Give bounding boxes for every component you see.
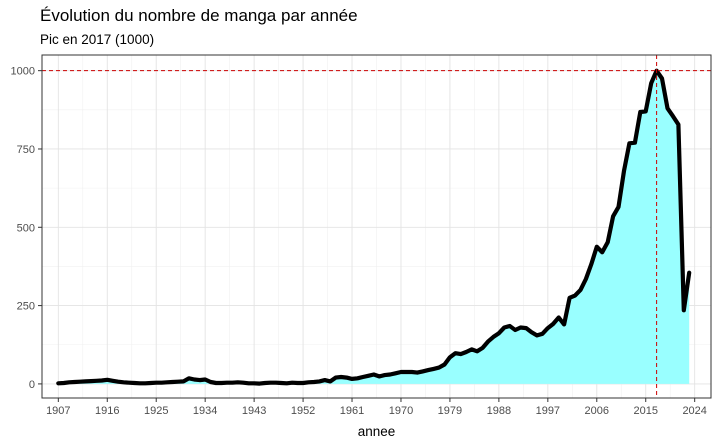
- y-tick-label: 750: [17, 144, 35, 156]
- x-tick-label: 2015: [633, 405, 657, 417]
- x-tick-label: 1997: [536, 405, 560, 417]
- y-axis: 0 250 500 750 1000: [11, 66, 42, 391]
- y-tick-label: 250: [17, 301, 35, 313]
- x-tick-label: 1961: [340, 405, 364, 417]
- x-tick-label: 2024: [682, 405, 706, 417]
- plot-panel-border: [41, 54, 712, 399]
- x-axis: 1907 1916 1925 1934 1943 1952 1961 1970 1979 1988…: [46, 398, 707, 417]
- y-tick-label: 500: [17, 222, 35, 234]
- x-tick-label: 1925: [144, 405, 168, 417]
- y-tick-label: 1000: [11, 66, 35, 78]
- x-tick-label: 1952: [291, 405, 315, 417]
- x-tick-label: 1916: [95, 405, 119, 417]
- x-tick-label: 1988: [487, 405, 511, 417]
- x-axis-title: annee: [358, 424, 396, 439]
- x-tick-label: 1970: [389, 405, 413, 417]
- x-tick-label: 1979: [438, 405, 462, 417]
- y-tick-label: 0: [29, 379, 35, 391]
- chart-title: Évolution du nombre de manga par année: [40, 6, 358, 25]
- chart-subtitle: Pic en 2017 (1000): [40, 32, 155, 47]
- x-tick-label: 1907: [46, 405, 70, 417]
- x-tick-label: 1943: [242, 405, 266, 417]
- area-fill: [58, 70, 690, 384]
- series-line: [56, 68, 692, 386]
- x-tick-label: 1934: [193, 405, 217, 417]
- x-tick-label: 2006: [585, 405, 609, 417]
